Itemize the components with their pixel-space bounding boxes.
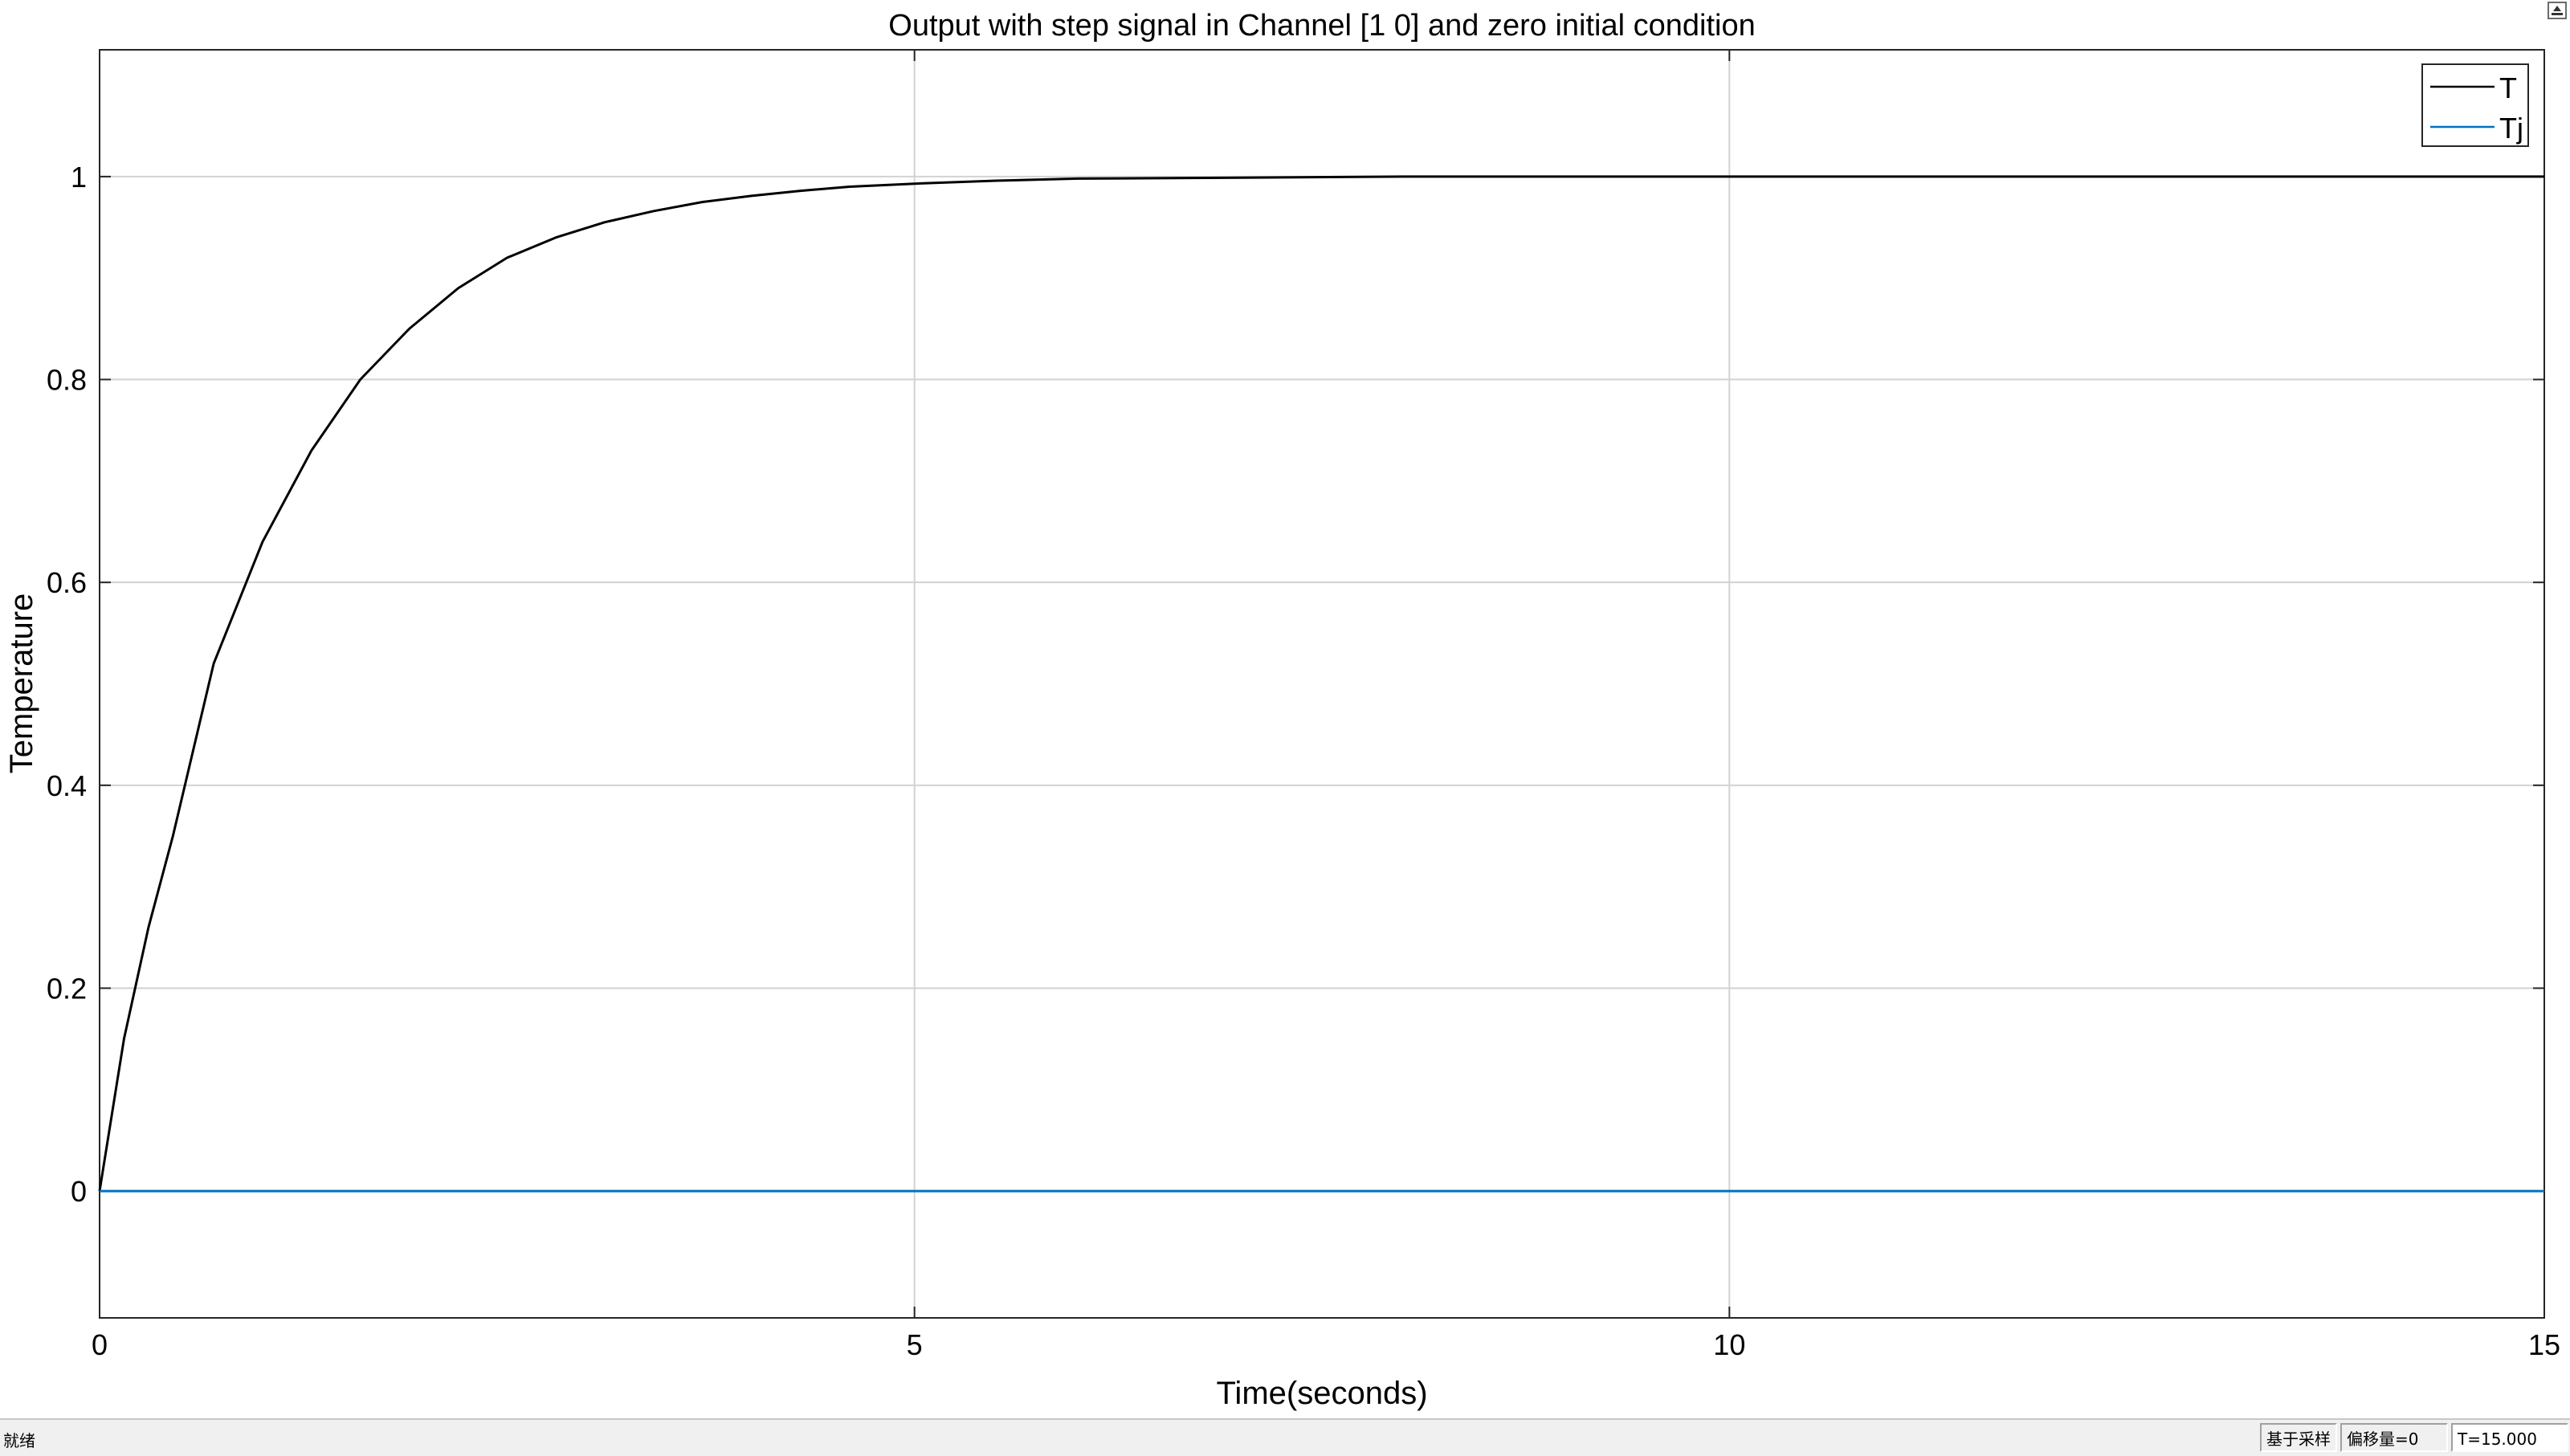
y-tick-label: 0.2 <box>47 972 87 1005</box>
legend[interactable]: T Tj <box>2421 63 2529 147</box>
y-tick-label: 1 <box>71 161 87 194</box>
x-tick-label: 15 <box>2528 1328 2560 1361</box>
y-ticks: 0 0.2 0.4 0.6 0.8 1 <box>47 161 2544 1208</box>
x-ticks: 0 5 10 15 <box>92 50 2560 1361</box>
x-axis-label: Time(seconds) <box>1216 1376 1427 1411</box>
chart-title: Output with step signal in Channel [1 0]… <box>888 9 1755 43</box>
axes-box[interactable] <box>99 49 2545 1319</box>
restore-icon[interactable] <box>2548 2 2567 19</box>
status-ready-text: 就绪 <box>3 1431 35 1450</box>
y-axis-label: Temperature <box>4 593 39 774</box>
arrow-up-icon <box>2553 6 2561 11</box>
x-tick-label: 0 <box>92 1328 108 1361</box>
legend-box <box>2421 63 2529 147</box>
status-bar: 就绪 基于采样 偏移量=0 T=15.000 <box>0 1418 2570 1456</box>
grid-lines <box>99 50 2545 1318</box>
y-tick-label: 0.4 <box>47 769 87 802</box>
status-offset: 偏移量=0 <box>2340 1423 2448 1452</box>
x-tick-label: 10 <box>1713 1328 1745 1361</box>
bar-icon <box>2552 13 2563 15</box>
status-sim-time: T=15.000 <box>2451 1423 2568 1452</box>
series-line-t <box>98 175 2544 1192</box>
y-tick-label: 0 <box>71 1175 87 1208</box>
legend-label-tj: Tj <box>2499 112 2523 145</box>
y-tick-label: 0.6 <box>47 566 87 599</box>
legend-label-t: T <box>2499 71 2517 104</box>
status-sampling-mode: 基于采样 <box>2260 1423 2337 1452</box>
y-tick-label: 0.8 <box>47 364 87 397</box>
series-lines <box>98 175 2544 1193</box>
x-tick-label: 5 <box>907 1328 923 1361</box>
plot-figure: Output with step signal in Channel [1 0]… <box>4 9 2560 1411</box>
